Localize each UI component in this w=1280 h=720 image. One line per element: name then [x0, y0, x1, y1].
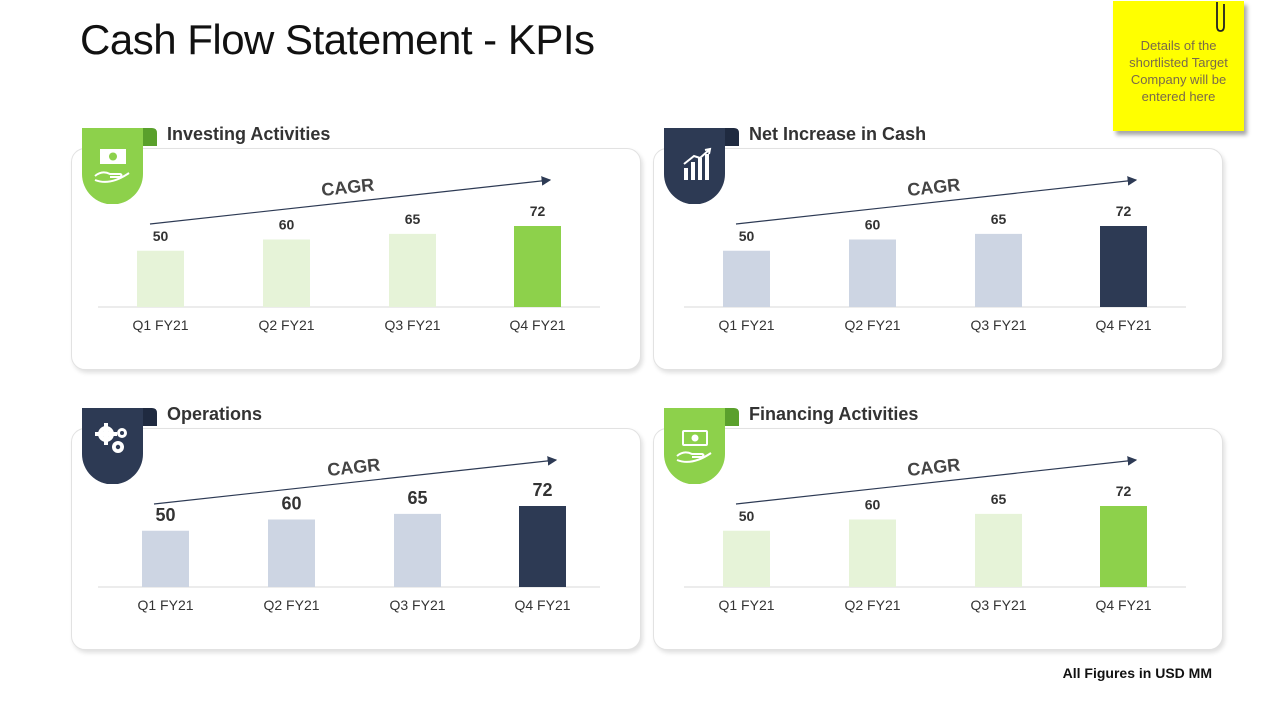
value-label: 60 — [865, 217, 881, 233]
operations-badge — [82, 408, 157, 484]
category-label: Q2 FY21 — [844, 317, 900, 333]
bar-q2-fy21 — [263, 239, 310, 307]
investing-chart: CAGR 50 Q1 FY21 60 Q2 FY21 65 Q3 FY21 72 Q4 FY21 — [98, 175, 600, 333]
page-title: Cash Flow Statement - KPIs — [80, 16, 595, 63]
category-label: Q4 FY21 — [514, 597, 570, 613]
bar-q4-fy21 — [1100, 506, 1147, 587]
value-label: 50 — [739, 508, 755, 524]
value-label: 72 — [530, 203, 546, 219]
bar-q1-fy21 — [137, 250, 184, 307]
value-label: 72 — [1116, 483, 1132, 499]
value-label: 72 — [532, 480, 552, 500]
value-label: 50 — [739, 228, 755, 244]
category-label: Q3 FY21 — [384, 317, 440, 333]
cagr-arrow — [735, 176, 1138, 225]
category-label: Q1 FY21 — [132, 317, 188, 333]
cagr-arrow — [149, 176, 552, 225]
figures-note: All Figures in USD MM — [1062, 665, 1212, 681]
bar-q4-fy21 — [1100, 226, 1147, 307]
category-label: Q4 FY21 — [1095, 317, 1151, 333]
category-label: Q2 FY21 — [844, 597, 900, 613]
cagr-label: CAGR — [326, 455, 381, 480]
cagr-label: CAGR — [906, 175, 961, 200]
investing-badge — [82, 128, 157, 204]
cagr-arrow — [153, 456, 558, 505]
value-label: 50 — [155, 505, 175, 525]
category-label: Q1 FY21 — [718, 317, 774, 333]
category-label: Q2 FY21 — [258, 317, 314, 333]
category-label: Q1 FY21 — [137, 597, 193, 613]
operations-title: Operations — [167, 404, 263, 424]
bar-q2-fy21 — [849, 519, 896, 587]
bar-q3-fy21 — [975, 233, 1022, 307]
category-label: Q2 FY21 — [263, 597, 319, 613]
value-label: 65 — [991, 491, 1007, 507]
value-label: 65 — [991, 211, 1007, 227]
net-increase-badge — [664, 128, 739, 204]
category-label: Q4 FY21 — [509, 317, 565, 333]
bar-q2-fy21 — [268, 519, 315, 587]
money-hand-icon — [676, 430, 712, 463]
bar-q3-fy21 — [389, 233, 436, 307]
bar-q2-fy21 — [849, 239, 896, 307]
bar-growth-icon — [683, 147, 712, 180]
bar-q4-fy21 — [519, 506, 566, 587]
bar-q3-fy21 — [975, 513, 1022, 587]
value-label: 60 — [865, 497, 881, 513]
net-increase-title: Net Increase in Cash — [749, 124, 927, 144]
value-label: 60 — [281, 494, 301, 514]
bar-q1-fy21 — [142, 530, 189, 587]
value-label: 65 — [407, 488, 427, 508]
category-label: Q3 FY21 — [389, 597, 445, 613]
operations-chart: CAGR 50 Q1 FY21 60 Q2 FY21 65 Q3 FY21 72 Q4 FY21 — [98, 455, 600, 613]
bar-q4-fy21 — [514, 226, 561, 307]
value-label: 72 — [1116, 203, 1132, 219]
bar-q1-fy21 — [723, 250, 770, 307]
net-increase-chart: CAGR 50 Q1 FY21 60 Q2 FY21 65 Q3 FY21 72 Q4 FY21 — [684, 175, 1186, 333]
paperclip-icon — [1216, 2, 1225, 32]
value-label: 60 — [279, 217, 295, 233]
category-label: Q4 FY21 — [1095, 597, 1151, 613]
gears-icon — [95, 423, 127, 453]
value-label: 50 — [153, 228, 169, 244]
investing-title: Investing Activities — [167, 124, 331, 144]
bar-q1-fy21 — [723, 530, 770, 587]
money-hand-icon — [94, 149, 130, 183]
category-label: Q3 FY21 — [970, 597, 1026, 613]
category-label: Q3 FY21 — [970, 317, 1026, 333]
cagr-arrow — [735, 456, 1138, 505]
category-label: Q1 FY21 — [718, 597, 774, 613]
financing-chart: CAGR 50 Q1 FY21 60 Q2 FY21 65 Q3 FY21 72 Q4 FY21 — [684, 455, 1186, 613]
sticky-note-text: Details of the shortlisted Target Compan… — [1129, 38, 1228, 104]
financing-title: Financing Activities — [749, 404, 919, 424]
cagr-label: CAGR — [906, 455, 961, 480]
cagr-label: CAGR — [320, 175, 375, 200]
bar-q3-fy21 — [394, 513, 441, 587]
financing-badge — [664, 408, 739, 484]
sticky-note: Details of the shortlisted Target Compan… — [1113, 1, 1244, 131]
value-label: 65 — [405, 211, 421, 227]
